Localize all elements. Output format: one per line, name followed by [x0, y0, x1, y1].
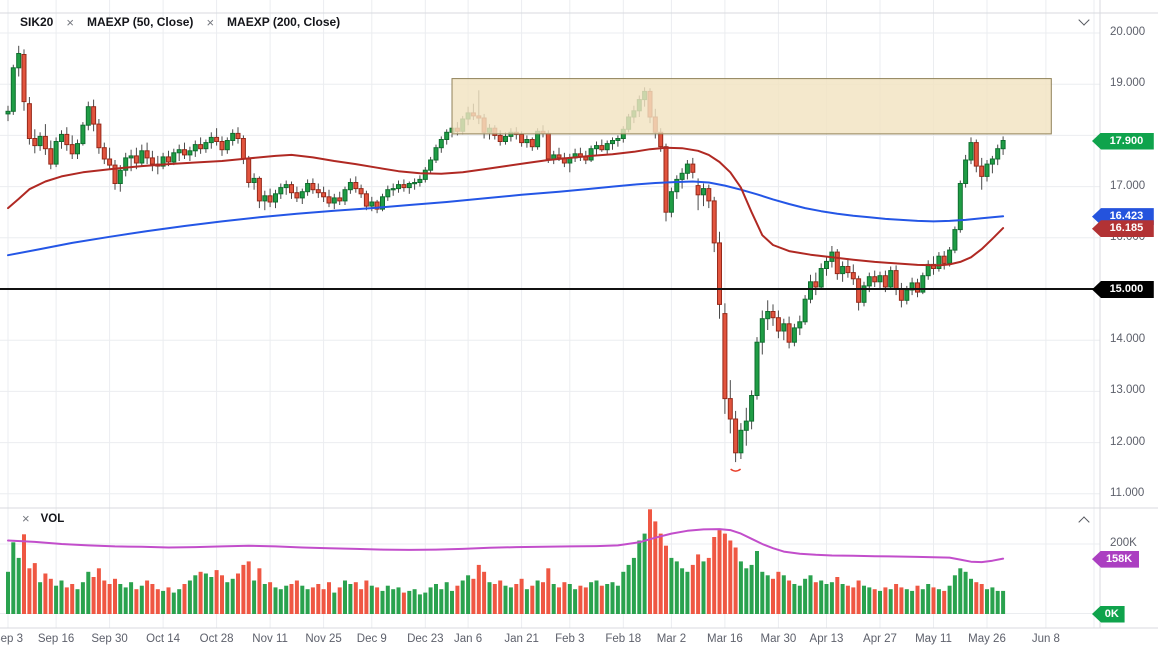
- volume-ma-line: [7, 528, 1005, 564]
- price-badge-hline: 15.000: [1092, 281, 1154, 298]
- pane-borders: [0, 0, 1158, 629]
- volume-badge-vol: 0K: [1092, 605, 1125, 623]
- price-badge-ma50: 16.185: [1092, 220, 1154, 238]
- time-axis-label: Jan 21: [504, 633, 539, 645]
- price-pane-legend: SIK20 × MAEXP (50, Close) × MAEXP (200, …: [20, 15, 340, 29]
- chevron-down-icon: [1078, 13, 1090, 26]
- time-axis-label: Nov 11: [252, 633, 288, 645]
- time-axis-label: Feb 18: [605, 633, 642, 645]
- time-axis-label: Sep 3: [0, 633, 24, 645]
- remove-ma50-icon[interactable]: ×: [66, 14, 74, 30]
- price-axis-label: 19.000: [1110, 77, 1146, 90]
- price-axis-label: 14.000: [1110, 333, 1146, 346]
- volume-axis-label: 200K: [1110, 537, 1137, 549]
- volume-label: VOL: [40, 512, 65, 525]
- remove-ma200-icon[interactable]: ×: [206, 14, 215, 30]
- collapse-price-pane-button[interactable]: [1076, 13, 1092, 28]
- ma50-line: [7, 146, 1005, 267]
- symbol-label: SIK20: [20, 15, 54, 29]
- time-axis-label: Jun 8: [1031, 633, 1060, 645]
- time-axis-label: Oct 28: [199, 633, 234, 645]
- price-axis-label: 12.000: [1110, 435, 1146, 448]
- price-axis-label: 13.000: [1110, 384, 1146, 397]
- time-axis-label: Apr 27: [863, 633, 897, 645]
- price-axis-label: 11.000: [1110, 486, 1145, 499]
- volume-bars-layer: [6, 509, 1006, 614]
- highlight-box[interactable]: [451, 78, 1052, 135]
- time-axis-label: Sep 30: [91, 633, 128, 645]
- price-axis-label: 17.000: [1110, 179, 1146, 192]
- price-axis-label: 20.000: [1110, 26, 1146, 38]
- time-axis-label: May 11: [915, 633, 952, 645]
- time-axis-label: Dec 9: [356, 633, 387, 645]
- ma50-label: MAEXP (50, Close): [86, 15, 194, 29]
- time-axis-label: May 26: [968, 633, 1006, 645]
- time-axis-label: Apr 13: [809, 633, 844, 645]
- time-axis[interactable]: Sep 3 Sep 16 Sep 30 Oct 14 Oct 28 Nov 11 Nov 2…: [0, 628, 1158, 648]
- time-axis-label: Dec 23: [407, 633, 444, 645]
- expand-volume-pane-button[interactable]: [1076, 513, 1092, 528]
- price-axis[interactable]: 20.00019.00017.00016.00014.00013.00012.0…: [1092, 0, 1158, 628]
- time-axis-label: Oct 14: [146, 633, 181, 645]
- time-axis-label: Mar 2: [656, 633, 687, 645]
- ma200-label: MAEXP (200, Close): [227, 15, 341, 29]
- time-axis-label: Mar 30: [760, 633, 797, 645]
- time-axis-label: Nov 25: [305, 633, 342, 645]
- time-axis-label: Sep 16: [37, 633, 75, 645]
- chevron-up-icon: [1078, 515, 1090, 528]
- time-axis-label: Mar 16: [706, 633, 743, 645]
- time-axis-label: Jan 6: [454, 633, 483, 645]
- candles-layer: [5, 45, 1006, 463]
- price-badge-last: 17.900: [1092, 132, 1154, 150]
- volume-badge-volma: 158K: [1092, 550, 1140, 568]
- low-marker: [730, 468, 742, 472]
- ma200-line: [7, 180, 1005, 257]
- remove-volume-icon[interactable]: ×: [22, 511, 30, 526]
- volume-pane-legend: × VOL: [22, 512, 64, 525]
- time-axis-label: Feb 3: [555, 633, 585, 645]
